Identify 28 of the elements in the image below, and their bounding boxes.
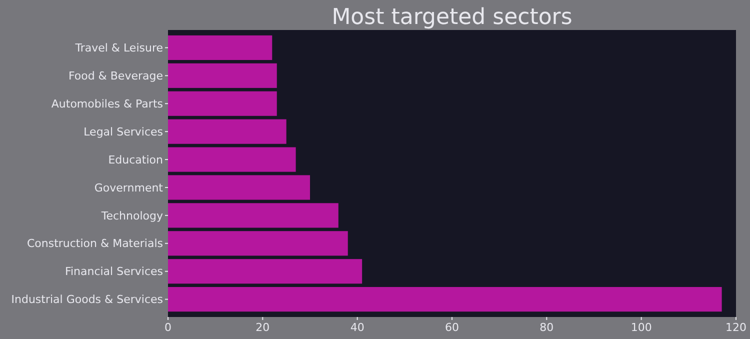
x-tick-label: 100 (630, 321, 652, 334)
y-tick-label: Legal Services (84, 125, 164, 138)
bar (168, 203, 338, 228)
y-tick-label: Government (94, 181, 164, 194)
bar (168, 287, 722, 312)
x-tick-label: 60 (445, 321, 459, 334)
y-tick-label: Industrial Goods & Services (11, 293, 164, 306)
x-tick-label: 40 (350, 321, 364, 334)
x-tick-label: 120 (726, 321, 746, 334)
x-tick-label: 20 (256, 321, 270, 334)
chart-title: Most targeted sectors (332, 5, 572, 30)
x-tick-label: 0 (164, 321, 172, 334)
y-tick-label: Construction & Materials (26, 237, 164, 250)
y-tick-label: Food & Beverage (68, 70, 164, 83)
bar (168, 175, 310, 200)
bar (168, 147, 296, 172)
y-tick-label: Travel & Leisure (74, 42, 164, 55)
y-tick-label: Financial Services (64, 265, 164, 278)
bar (168, 35, 272, 60)
y-tick-label: Technology (100, 209, 164, 222)
y-tick-label: Automobiles & Parts (51, 97, 164, 110)
bar (168, 119, 286, 144)
bar (168, 91, 277, 116)
y-tick-label: Education (108, 153, 164, 166)
bar (168, 259, 362, 284)
x-tick-label: 80 (540, 321, 554, 334)
bar (168, 231, 348, 256)
bar (168, 63, 277, 88)
